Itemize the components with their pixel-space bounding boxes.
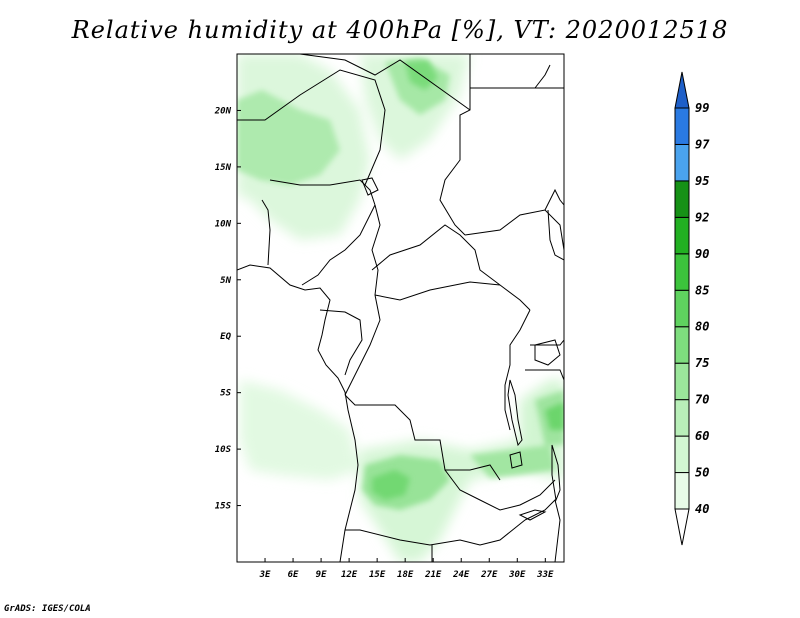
lake-kariba bbox=[518, 509, 547, 521]
boundary-car-south bbox=[374, 281, 501, 301]
lake-tanganyika bbox=[507, 379, 523, 447]
boundary-south-sudan bbox=[464, 209, 564, 251]
boundary-car bbox=[371, 224, 531, 311]
grads-credit: GrADS: IGES/COLA bbox=[4, 604, 91, 614]
colorbar-bottom-extension bbox=[674, 508, 690, 546]
coastline-west-africa bbox=[237, 264, 359, 562]
colorbar-band bbox=[674, 289, 690, 328]
colorbar-label: 97 bbox=[695, 137, 710, 151]
boundary-niger-libya bbox=[299, 54, 471, 111]
colorbar-band bbox=[674, 362, 690, 401]
humidity-core-zambia bbox=[470, 445, 555, 478]
colorbar-band bbox=[674, 216, 690, 255]
colorbar-label: 92 bbox=[695, 210, 709, 224]
lake-chad bbox=[361, 177, 379, 196]
colorbar-label: 50 bbox=[695, 466, 709, 480]
boundary-tanzania bbox=[525, 369, 564, 381]
lat-tick-label: 20N bbox=[214, 106, 232, 116]
chart-title: Relative humidity at 400hPa [%], VT: 202… bbox=[71, 16, 729, 44]
humidity-peak-east bbox=[545, 402, 564, 430]
colorbar-band bbox=[674, 180, 690, 218]
lon-tick-label: 6E bbox=[288, 570, 299, 580]
lat-tick-label: EQ bbox=[220, 332, 231, 342]
lon-tick-label: 12E bbox=[341, 570, 358, 580]
colorbar-band bbox=[674, 143, 690, 182]
lon-tick-label: 3E bbox=[259, 570, 271, 580]
lat-tick-label: 5N bbox=[220, 276, 231, 286]
colorbar-band bbox=[674, 326, 690, 364]
colorbar-label: 75 bbox=[695, 356, 709, 370]
colorbar-label: 85 bbox=[695, 283, 709, 297]
lat-tick-label: 10S bbox=[215, 445, 232, 455]
boundary-uganda-kenya bbox=[530, 339, 564, 346]
lon-tick-label: 21E bbox=[424, 570, 442, 580]
colorbar-top-extension bbox=[674, 71, 690, 109]
boundary-nigeria-niger bbox=[269, 179, 376, 206]
coastline-east-africa bbox=[547, 209, 564, 261]
lat-tick-label: 5S bbox=[220, 389, 231, 399]
humidity-field bbox=[237, 54, 564, 562]
boundary-mali-niger bbox=[237, 69, 386, 186]
colorbar-label: 70 bbox=[695, 393, 709, 407]
colorbar: 40 50 60 70 75 80 85 90 92 95 97 99 bbox=[674, 71, 710, 546]
lon-tick-label: 18E bbox=[397, 570, 414, 580]
colorbar-band bbox=[674, 472, 690, 510]
humidity-core-northwest bbox=[237, 90, 340, 185]
lat-tick-label: 10N bbox=[215, 219, 232, 229]
country-boundaries bbox=[237, 54, 564, 562]
colorbar-label: 40 bbox=[695, 502, 709, 516]
map-frame bbox=[236, 53, 565, 563]
boundary-drc-angola bbox=[344, 394, 501, 481]
lat-tick-label: 15S bbox=[215, 502, 232, 512]
boundary-namibia-botswana bbox=[345, 519, 526, 546]
humidity-peak-angola bbox=[372, 470, 410, 500]
lat-tick-label: 15N bbox=[215, 163, 232, 173]
colorbar-label: 80 bbox=[695, 320, 709, 334]
boundary-mozambique bbox=[524, 499, 561, 562]
humidity-south-west-band bbox=[240, 380, 360, 480]
lon-tick-label: 15E bbox=[369, 570, 386, 580]
lon-tick-label: 24E bbox=[452, 570, 470, 580]
lon-tick-label: 9E bbox=[316, 570, 327, 580]
colorbar-label: 95 bbox=[695, 174, 709, 188]
boundary-congo-drc bbox=[344, 294, 381, 396]
boundary-drc-east bbox=[504, 309, 531, 431]
colorbar-label: 99 bbox=[695, 101, 709, 115]
coastline-red-sea bbox=[534, 64, 551, 89]
longitude-axis: 3E 6E 9E 12E 15E 18E 21E 24E 27E 30E 33E bbox=[259, 558, 554, 580]
colorbar-label: 60 bbox=[695, 429, 709, 443]
boundary-chad-sudan bbox=[439, 54, 471, 236]
lake-malawi bbox=[551, 444, 561, 502]
colorbar-label: 90 bbox=[695, 247, 709, 261]
lake-mweru bbox=[509, 451, 523, 469]
lon-tick-label: 30E bbox=[508, 570, 526, 580]
latitude-axis: 20N 15N 10N 5N EQ 5S 10S 15S bbox=[214, 106, 241, 512]
boundary-gabon-congo bbox=[319, 309, 363, 376]
colorbar-band bbox=[674, 253, 690, 291]
lake-victoria bbox=[534, 339, 561, 366]
colorbar-band bbox=[674, 399, 690, 437]
colorbar-band bbox=[674, 435, 690, 474]
boundary-benin-togo bbox=[261, 199, 271, 266]
lon-tick-label: 27E bbox=[480, 570, 498, 580]
boundary-zambia bbox=[444, 469, 556, 511]
boundary-cameroon-chad bbox=[371, 204, 381, 296]
boundary-nigeria-cameroon bbox=[301, 204, 376, 286]
boundary-ethiopia bbox=[544, 188, 564, 211]
lon-tick-label: 33E bbox=[536, 570, 554, 580]
colorbar-band bbox=[674, 107, 690, 145]
